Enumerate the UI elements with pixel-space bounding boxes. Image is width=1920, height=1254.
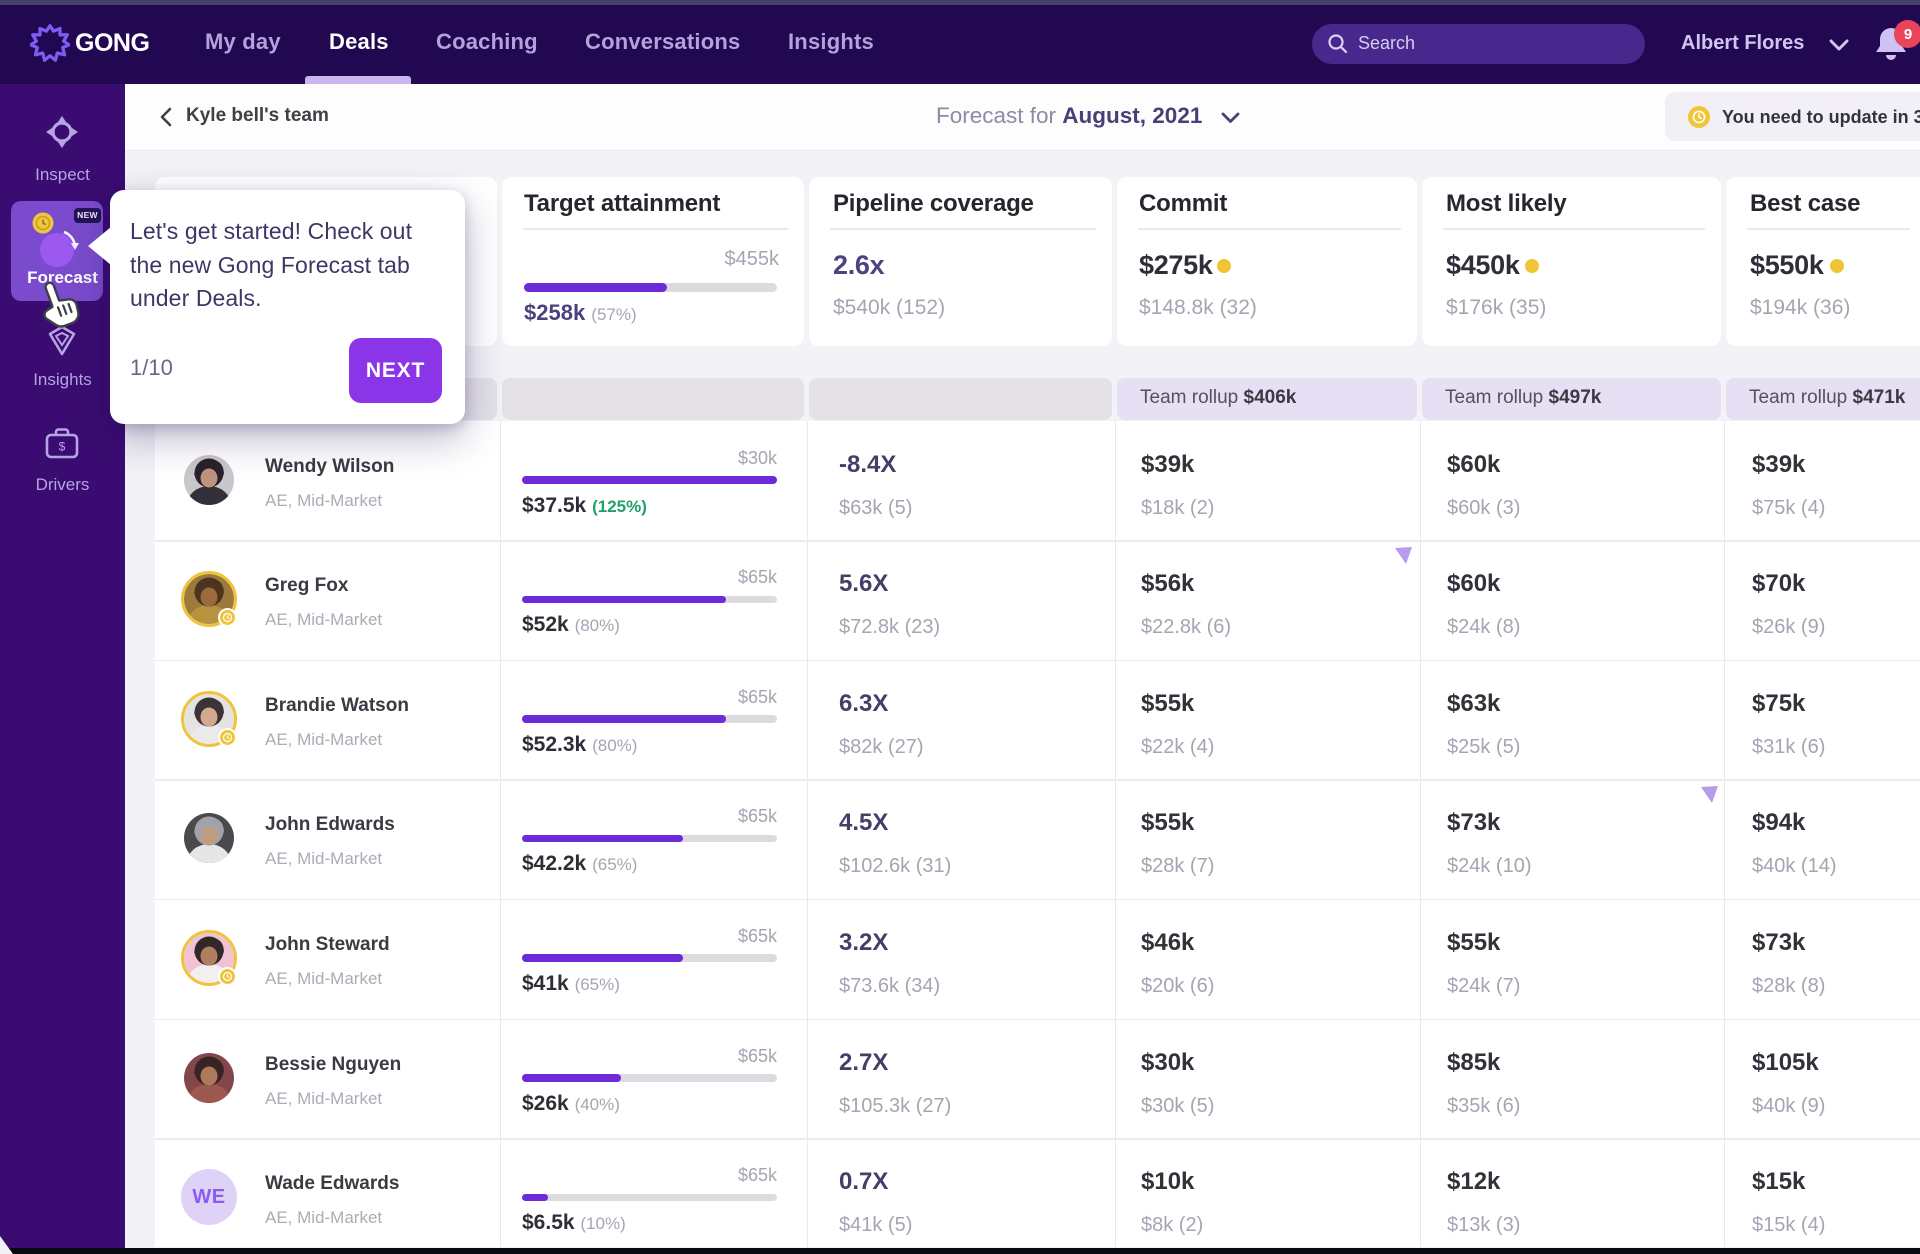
svg-text:$: $: [59, 440, 66, 454]
